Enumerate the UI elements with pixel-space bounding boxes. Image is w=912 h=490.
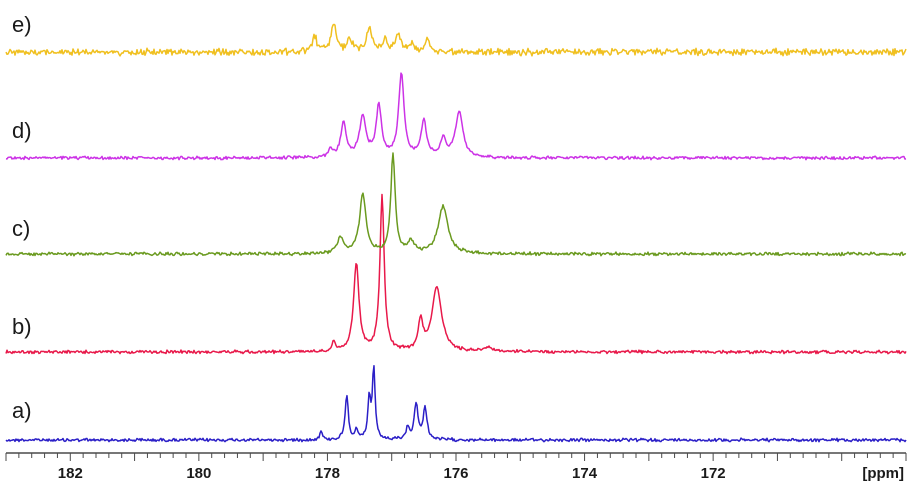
trace-labels: a) b) c) d) e) <box>12 12 32 423</box>
x-axis: 182 180 178 176 174 172 <box>5 452 907 482</box>
x-tick-label: 172 <box>701 465 726 482</box>
trace-label: c) <box>12 216 30 241</box>
trace-label: e) <box>12 12 32 37</box>
x-tick-label: 182 <box>58 465 83 482</box>
spectrum-trace <box>5 23 907 57</box>
spectrum-trace <box>5 365 907 443</box>
x-tick-label: 176 <box>443 465 468 482</box>
spectrum-trace <box>5 72 907 161</box>
spectrum-trace <box>5 152 907 257</box>
x-axis-unit-label: [ppm] <box>862 465 904 482</box>
spectrum-trace <box>5 193 907 355</box>
trace-label: b) <box>12 314 32 339</box>
x-tick-label: 174 <box>572 465 598 482</box>
trace-label: d) <box>12 118 32 143</box>
x-tick-label: 178 <box>315 465 340 482</box>
trace-label: a) <box>12 398 32 423</box>
spectra-traces <box>5 23 907 443</box>
x-tick-label: 180 <box>186 465 211 482</box>
